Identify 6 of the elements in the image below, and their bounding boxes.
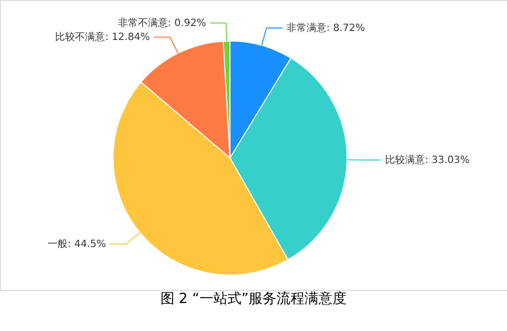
slice-label: 非常不满意: 0.92% xyxy=(118,17,206,30)
slice-label: 非常满意: 8.72% xyxy=(286,22,365,34)
legend-label: 比较满意: 33.03% xyxy=(384,154,470,166)
text: 图 2 “一站式”服务流程满意度 xyxy=(160,291,347,307)
slice-label: 一般: 44.5% xyxy=(48,239,106,250)
slice-label: 比较不满意: 12.84% xyxy=(55,31,150,44)
